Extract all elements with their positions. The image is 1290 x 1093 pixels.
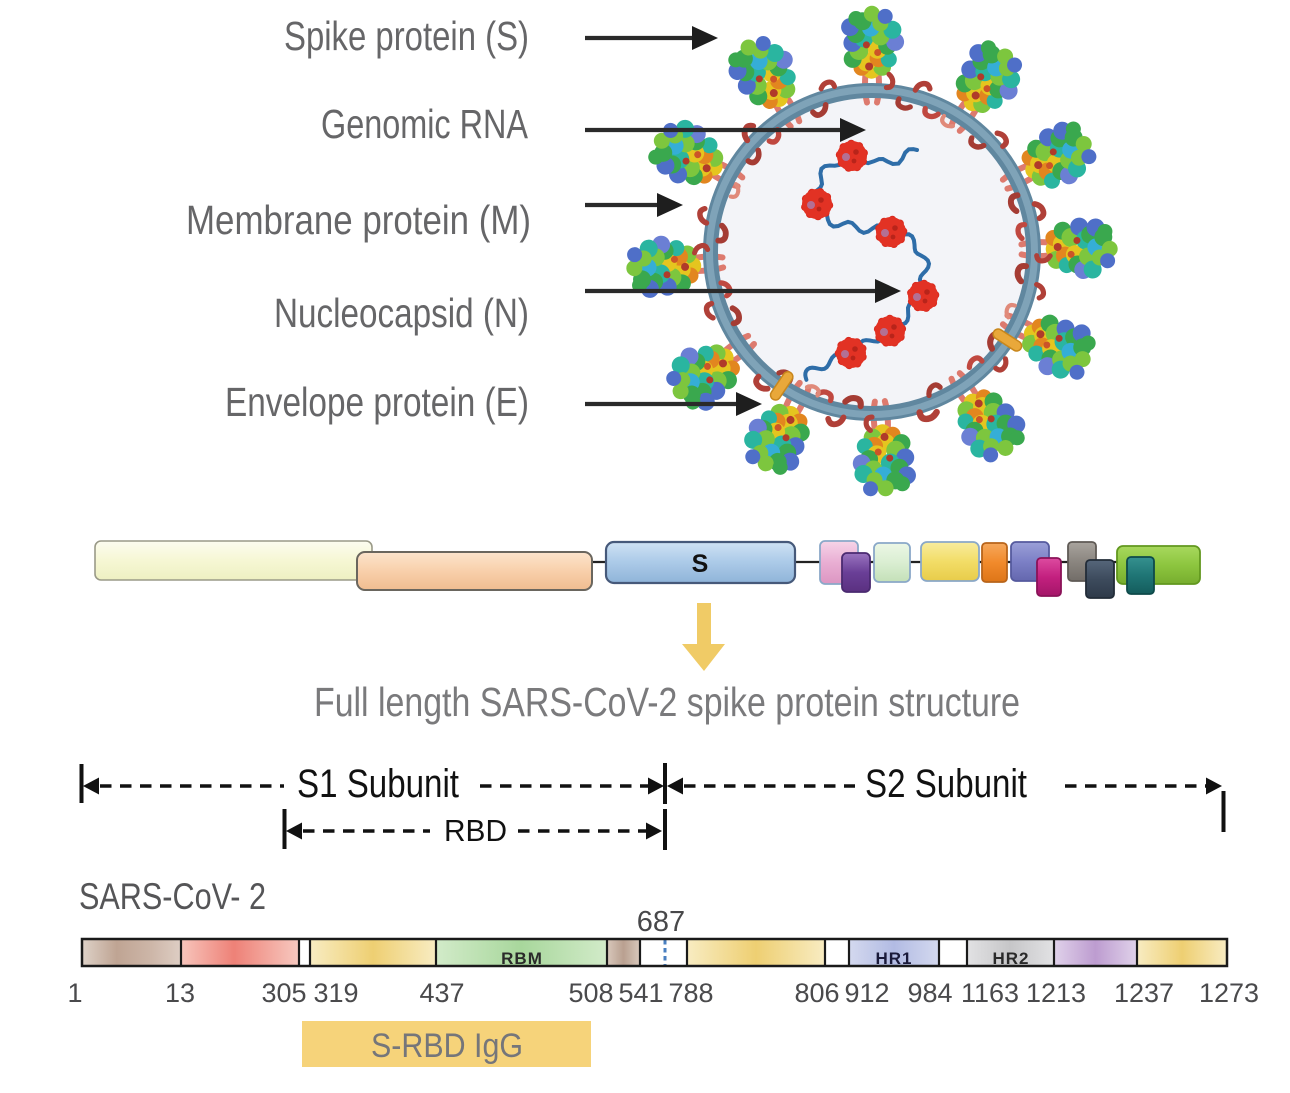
svg-text:HR1: HR1 (875, 949, 912, 968)
svg-text:912: 912 (844, 978, 889, 1008)
svg-text:687: 687 (637, 906, 685, 938)
svg-text:1273: 1273 (1199, 978, 1259, 1008)
svg-text:806: 806 (794, 978, 839, 1008)
svg-text:541: 541 (618, 978, 663, 1008)
svg-text:RBD: RBD (444, 813, 507, 848)
svg-text:984: 984 (907, 978, 952, 1008)
svg-text:1: 1 (67, 978, 82, 1008)
svg-text:S1 Subunit: S1 Subunit (297, 762, 459, 806)
svg-text:1163: 1163 (961, 978, 1019, 1008)
svg-text:Full length SARS-CoV-2 spike p: Full length SARS-CoV-2 spike protein str… (314, 679, 1020, 725)
svg-text:S: S (692, 550, 709, 578)
svg-text:HR2: HR2 (992, 949, 1029, 968)
svg-text:13: 13 (165, 978, 195, 1008)
svg-text:305: 305 (261, 978, 306, 1008)
svg-text:1213: 1213 (1026, 978, 1086, 1008)
svg-text:1237: 1237 (1114, 978, 1174, 1008)
svg-text:RBM: RBM (501, 949, 543, 968)
svg-text:S-RBD IgG: S-RBD IgG (371, 1027, 523, 1065)
svg-text:Spike protein (S): Spike protein (S) (284, 13, 529, 59)
svg-text:437: 437 (419, 978, 464, 1008)
svg-text:Nucleocapsid (N): Nucleocapsid (N) (274, 290, 529, 336)
svg-text:Genomic RNA: Genomic RNA (321, 101, 529, 147)
svg-text:SARS-CoV- 2: SARS-CoV- 2 (79, 876, 266, 917)
svg-text:788: 788 (668, 978, 713, 1008)
svg-text:508: 508 (568, 978, 613, 1008)
svg-text:319: 319 (313, 978, 358, 1008)
svg-text:Membrane protein (M): Membrane protein (M) (186, 197, 531, 243)
svg-text:S2 Subunit: S2 Subunit (865, 762, 1027, 806)
svg-text:Envelope protein (E): Envelope protein (E) (225, 379, 529, 425)
